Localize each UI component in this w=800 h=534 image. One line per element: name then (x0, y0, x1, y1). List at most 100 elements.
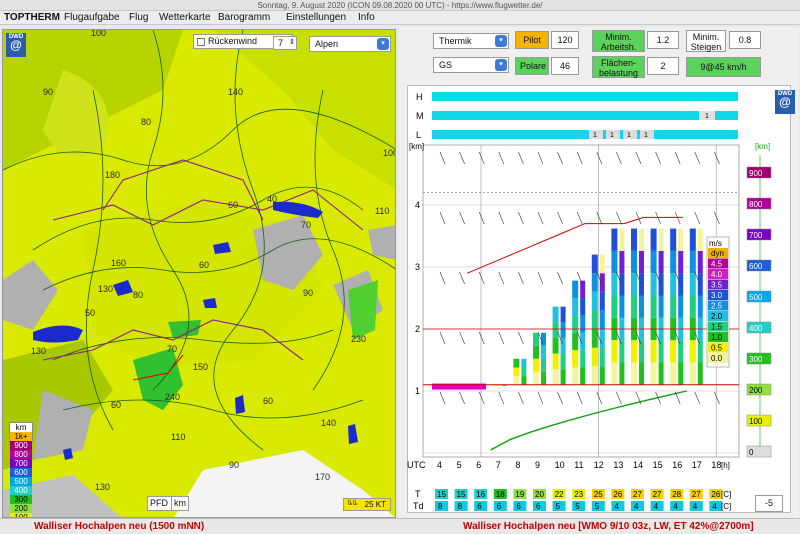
menu-flugaufgabe[interactable]: Flugaufgabe (64, 12, 120, 23)
climb-bar (591, 254, 598, 274)
right-panel: Thermik ▾ GS ▾ Pilot 120 Polare 46 Minim… (399, 27, 799, 518)
thermal-map[interactable]: 100 90 80 140 180 60 40 70 110 160 60 130 50 80 90… (2, 29, 396, 518)
climb-bar (631, 340, 637, 363)
wind-barb (498, 271, 505, 285)
wind-stepper[interactable]: 7 ⇕ (273, 36, 297, 50)
legend-item: 600 (10, 468, 32, 477)
km-button[interactable]: km (171, 496, 189, 511)
climb-legend-swatch (708, 311, 728, 321)
pfd-button[interactable]: PFD (147, 496, 173, 511)
cloud-row-label: H (416, 92, 423, 102)
wind-barb (596, 211, 603, 225)
climb-bar (541, 371, 546, 385)
y-tick-label: 2 (415, 324, 420, 334)
climb-bar (580, 280, 586, 298)
climb-bar (599, 366, 605, 385)
wind-barb (576, 151, 583, 165)
climb-bar (599, 347, 605, 367)
min-steigen-input[interactable]: 0.8 (729, 31, 761, 49)
scale-box (746, 383, 772, 396)
x-tick-label: 13 (613, 460, 623, 470)
dwd-logo-chart: DWD @ (775, 90, 795, 114)
svg-text:70: 70 (167, 344, 177, 354)
cloud-row-label: M (416, 111, 424, 121)
climb-legend-swatch (708, 258, 728, 269)
dewpoint-label: Td (413, 501, 424, 511)
climb-bar (689, 250, 696, 274)
climb-bar (658, 250, 664, 274)
menu-info[interactable]: Info (358, 12, 375, 23)
wind-barb (459, 271, 465, 285)
legend-item: 1k+ (10, 432, 32, 441)
dewpoint-value: 4 (614, 502, 619, 511)
polare-button[interactable]: Polare (515, 57, 549, 75)
climb-bar (658, 273, 664, 296)
cloud-row-label: L (416, 130, 421, 140)
dewpoint-value: 6 (516, 502, 521, 511)
climb-legend-swatch (708, 332, 728, 342)
scale-label: 300 (749, 355, 763, 364)
polare-input[interactable]: 46 (551, 57, 579, 75)
wind-barb (655, 271, 661, 285)
climb-bar (572, 315, 579, 333)
dewpoint-value: 8 (458, 502, 463, 511)
svg-text:110: 110 (171, 432, 185, 442)
wind-barb (596, 391, 603, 405)
pilot-button[interactable]: Pilot (515, 31, 549, 49)
menu-app-toptherm[interactable]: TOPTHERM (4, 12, 60, 23)
wind-barb (518, 151, 524, 165)
min-arbeit-input[interactable]: 1.2 (647, 31, 679, 49)
status-bar: Walliser Hochalpen neu (1500 mNN) Wallis… (0, 518, 800, 534)
temp-cell (591, 489, 605, 499)
right-scale: [km] 900 800 700 600 500 400 300 200 100 0 (746, 142, 772, 458)
scale-label: 700 (749, 231, 763, 240)
climb-bar (599, 254, 605, 274)
climb-bar (541, 332, 546, 346)
stepper-arrows-icon[interactable]: ⇕ (289, 39, 295, 46)
wind-barb (498, 331, 505, 345)
climb-bar (513, 358, 520, 368)
pilot-input[interactable]: 120 (551, 31, 579, 49)
wind-barb (537, 391, 544, 405)
climb-bar (689, 295, 696, 318)
climb-bar (560, 369, 566, 385)
region-select[interactable]: Alpen ▾ (309, 36, 391, 52)
wind-scale: ╚╚ 25 KT (343, 498, 391, 511)
menu-wetterkarte[interactable]: Wetterkarte (159, 12, 211, 23)
legend-item: 100 (10, 513, 32, 517)
menu-einstellungen[interactable]: Einstellungen (286, 12, 347, 23)
temp-unit: [C] (721, 490, 731, 499)
legend-header: km (15, 423, 27, 432)
cloud-gap (699, 111, 715, 120)
wind-barb (694, 211, 701, 225)
mode-select[interactable]: Thermik ▾ (433, 33, 509, 49)
wind-barb (694, 331, 701, 345)
dewpoint-cell (533, 501, 546, 511)
menu-flug[interactable]: Flug (129, 12, 149, 23)
dwd-logo: DWD @ (6, 33, 26, 57)
scale-label: 500 (749, 293, 763, 302)
wind-barb (537, 211, 544, 225)
climb-bar (678, 273, 684, 296)
climb-bar (650, 362, 657, 385)
temp-value: 28 (672, 490, 681, 499)
checkbox-box[interactable] (197, 38, 205, 46)
menu-barogramm[interactable]: Barogramm (218, 12, 271, 23)
x-tick-label: 6 (476, 460, 481, 470)
scale-label: 800 (749, 200, 763, 209)
offset-stepper[interactable]: -5 (755, 495, 783, 512)
x-tick-label: 17 (692, 460, 702, 470)
wind-barb (616, 391, 622, 405)
glider-select[interactable]: GS ▾ (433, 57, 509, 73)
svg-text:130: 130 (31, 346, 46, 356)
temp-cell (454, 489, 468, 499)
climb-legend-swatch (708, 269, 728, 279)
flaechen-input[interactable]: 2 (647, 57, 679, 75)
dewpoint-cell (670, 501, 684, 511)
cloud-row-bar (432, 111, 738, 120)
wind-barb (498, 391, 505, 405)
wind-barb (439, 211, 446, 225)
temp-value: 26 (711, 490, 720, 499)
climb-bar (670, 295, 677, 318)
dewpoint-value: 4 (673, 502, 678, 511)
